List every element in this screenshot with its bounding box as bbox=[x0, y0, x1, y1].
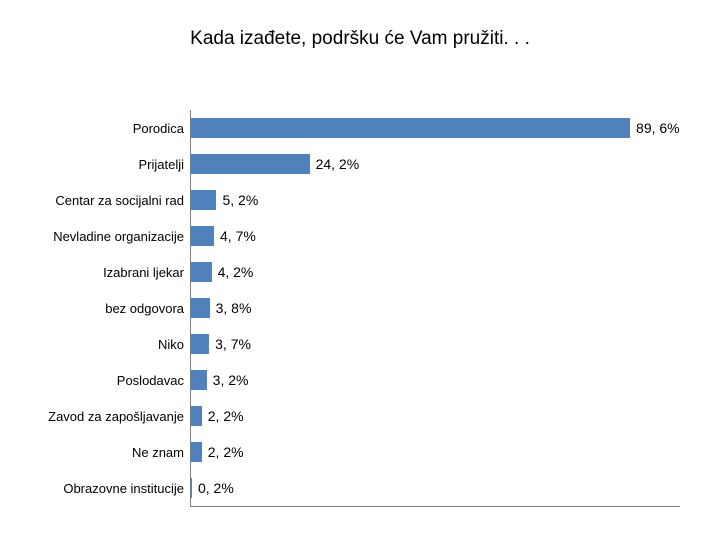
bar bbox=[191, 298, 210, 318]
chart-row: Poslodavac 3, 2% bbox=[40, 362, 680, 398]
plot-cell: 2, 2% bbox=[190, 398, 680, 434]
plot-cell: 3, 8% bbox=[190, 290, 680, 326]
value-label: 2, 2% bbox=[208, 408, 244, 424]
value-label: 24, 2% bbox=[316, 156, 360, 172]
bar bbox=[191, 442, 202, 462]
value-label: 5, 2% bbox=[222, 192, 258, 208]
plot-cell: 89, 6% bbox=[190, 110, 680, 146]
plot-cell: 24, 2% bbox=[190, 146, 680, 182]
plot-cell: 0, 2% bbox=[190, 470, 680, 506]
plot-cell: 5, 2% bbox=[190, 182, 680, 218]
bar bbox=[191, 262, 212, 282]
value-label: 89, 6% bbox=[636, 120, 680, 136]
category-label: Zavod za zapošljavanje bbox=[40, 409, 190, 424]
chart-row: Niko 3, 7% bbox=[40, 326, 680, 362]
plot-cell: 4, 7% bbox=[190, 218, 680, 254]
bar bbox=[191, 190, 216, 210]
category-label: Poslodavac bbox=[40, 373, 190, 388]
bar bbox=[191, 154, 310, 174]
value-label: 3, 7% bbox=[215, 336, 251, 352]
chart-row: Porodica 89, 6% bbox=[40, 110, 680, 146]
category-label: Izabrani ljekar bbox=[40, 265, 190, 280]
bar bbox=[191, 226, 214, 246]
x-axis-line bbox=[190, 506, 680, 507]
plot-cell: 3, 7% bbox=[190, 326, 680, 362]
chart-row: Centar za socijalni rad 5, 2% bbox=[40, 182, 680, 218]
category-label: Centar za socijalni rad bbox=[40, 193, 190, 208]
chart-row: Prijatelji 24, 2% bbox=[40, 146, 680, 182]
chart-row: Nevladine organizacije 4, 7% bbox=[40, 218, 680, 254]
chart-row: bez odgovora 3, 8% bbox=[40, 290, 680, 326]
category-label: Ne znam bbox=[40, 445, 190, 460]
value-label: 3, 2% bbox=[213, 372, 249, 388]
category-label: Obrazovne institucije bbox=[40, 481, 190, 496]
bar bbox=[191, 118, 630, 138]
bar bbox=[191, 406, 202, 426]
plot-cell: 3, 2% bbox=[190, 362, 680, 398]
chart-title: Kada izađete, podršku će Vam pružiti. . … bbox=[0, 28, 720, 50]
bar bbox=[191, 370, 207, 390]
chart-row: Obrazovne institucije 0, 2% bbox=[40, 470, 680, 506]
category-label: Niko bbox=[40, 337, 190, 352]
bar bbox=[191, 334, 209, 354]
value-label: 4, 2% bbox=[218, 264, 254, 280]
plot-cell: 4, 2% bbox=[190, 254, 680, 290]
bar bbox=[191, 478, 192, 498]
chart-row: Zavod za zapošljavanje 2, 2% bbox=[40, 398, 680, 434]
category-label: Prijatelji bbox=[40, 157, 190, 172]
value-label: 3, 8% bbox=[216, 300, 252, 316]
plot-cell: 2, 2% bbox=[190, 434, 680, 470]
category-label: Porodica bbox=[40, 121, 190, 136]
value-label: 0, 2% bbox=[198, 480, 234, 496]
chart-row: Izabrani ljekar 4, 2% bbox=[40, 254, 680, 290]
support-bar-chart: Porodica 89, 6% Prijatelji 24, 2% Centar za … bbox=[40, 110, 680, 506]
category-label: bez odgovora bbox=[40, 301, 190, 316]
page: Kada izađete, podršku će Vam pružiti. . … bbox=[0, 0, 720, 540]
category-label: Nevladine organizacije bbox=[40, 229, 190, 244]
chart-row: Ne znam 2, 2% bbox=[40, 434, 680, 470]
value-label: 2, 2% bbox=[208, 444, 244, 460]
value-label: 4, 7% bbox=[220, 228, 256, 244]
